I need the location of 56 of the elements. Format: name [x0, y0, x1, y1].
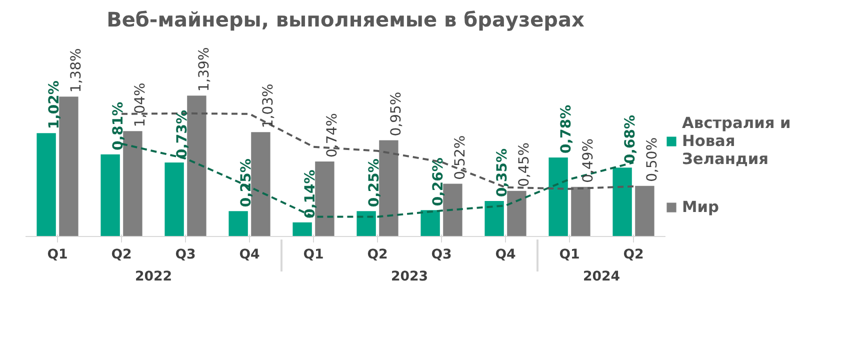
bar — [635, 186, 654, 236]
legend-label: Мир — [682, 198, 720, 216]
bar — [187, 96, 206, 236]
x-tick-label: Q1 — [47, 248, 68, 262]
bar — [507, 190, 526, 236]
data-label: 1,39% — [196, 47, 213, 92]
data-label: 0,14% — [302, 170, 318, 218]
data-label: 0,81% — [110, 102, 126, 150]
x-tick-label: Q2 — [367, 248, 388, 262]
chart-title: Веб-майнеры, выполняемые в браузерах — [106, 8, 584, 32]
data-label: 0,50% — [644, 137, 661, 182]
bar — [36, 133, 56, 236]
bar — [164, 162, 184, 236]
bar — [251, 132, 270, 236]
data-label: 0,78% — [558, 104, 574, 154]
x-tick-label: Q3 — [431, 248, 452, 262]
x-tick-label: Q4 — [239, 248, 260, 262]
data-label: 0,73% — [174, 110, 190, 159]
data-label: 0,52% — [452, 135, 469, 180]
data-label: 0,74% — [324, 113, 341, 158]
data-label: 0,45% — [516, 142, 533, 187]
bar — [59, 96, 78, 236]
data-label: 1,02% — [46, 80, 62, 130]
x-tick-label: Q1 — [303, 248, 324, 262]
data-label: 0,95% — [388, 92, 405, 136]
x-tick-label: Q2 — [623, 248, 644, 262]
bar — [379, 140, 398, 236]
bar — [571, 186, 590, 236]
bar — [100, 154, 120, 236]
bar — [443, 184, 462, 236]
bar — [484, 201, 504, 236]
bar — [228, 211, 248, 236]
data-label: 0,35% — [494, 148, 510, 198]
bar — [315, 162, 334, 236]
bar — [548, 157, 568, 236]
data-label: 0,49% — [580, 138, 597, 183]
bar — [356, 211, 376, 236]
data-label: 0,25% — [366, 158, 382, 208]
x-tick-label: Q2 — [111, 248, 132, 262]
legend-label: Австралия и Новая Зеландия — [682, 114, 791, 168]
data-label: 1,04% — [132, 82, 149, 128]
text: 2024 — [582, 270, 620, 284]
data-label: 1,03% — [260, 84, 277, 128]
data-label: 0,68% — [622, 115, 638, 164]
bar — [123, 131, 142, 236]
x-tick-label: Q3 — [175, 248, 196, 262]
text: 2023 — [390, 270, 428, 284]
bar — [292, 222, 312, 236]
data-label: 1,38% — [68, 48, 85, 93]
data-label: 0,26% — [430, 158, 446, 206]
bar — [612, 168, 632, 236]
x-tick-label: Q1 — [559, 248, 580, 262]
text: 2022 — [134, 270, 172, 284]
data-label: 0,25% — [238, 158, 254, 208]
bar — [420, 210, 440, 236]
x-tick-label: Q4 — [495, 248, 516, 262]
